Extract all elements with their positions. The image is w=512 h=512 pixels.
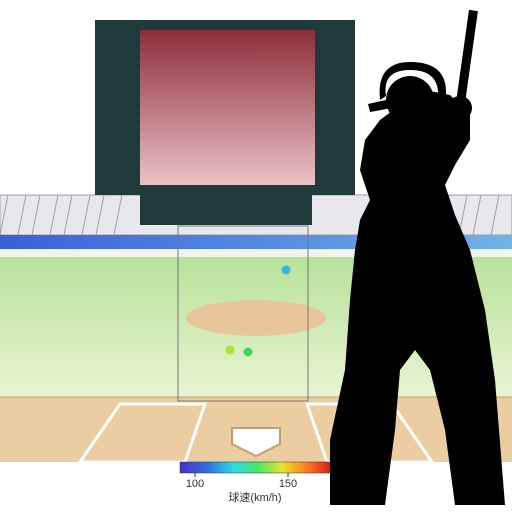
colorbar-tick: 100 (186, 478, 204, 490)
pitching-chart: 100 150球速(km/h) (0, 0, 512, 512)
colorbar-tick: 150 (279, 478, 297, 490)
scene-svg: 100 150球速(km/h) (0, 0, 512, 512)
colorbar-label: 球速(km/h) (228, 490, 281, 504)
